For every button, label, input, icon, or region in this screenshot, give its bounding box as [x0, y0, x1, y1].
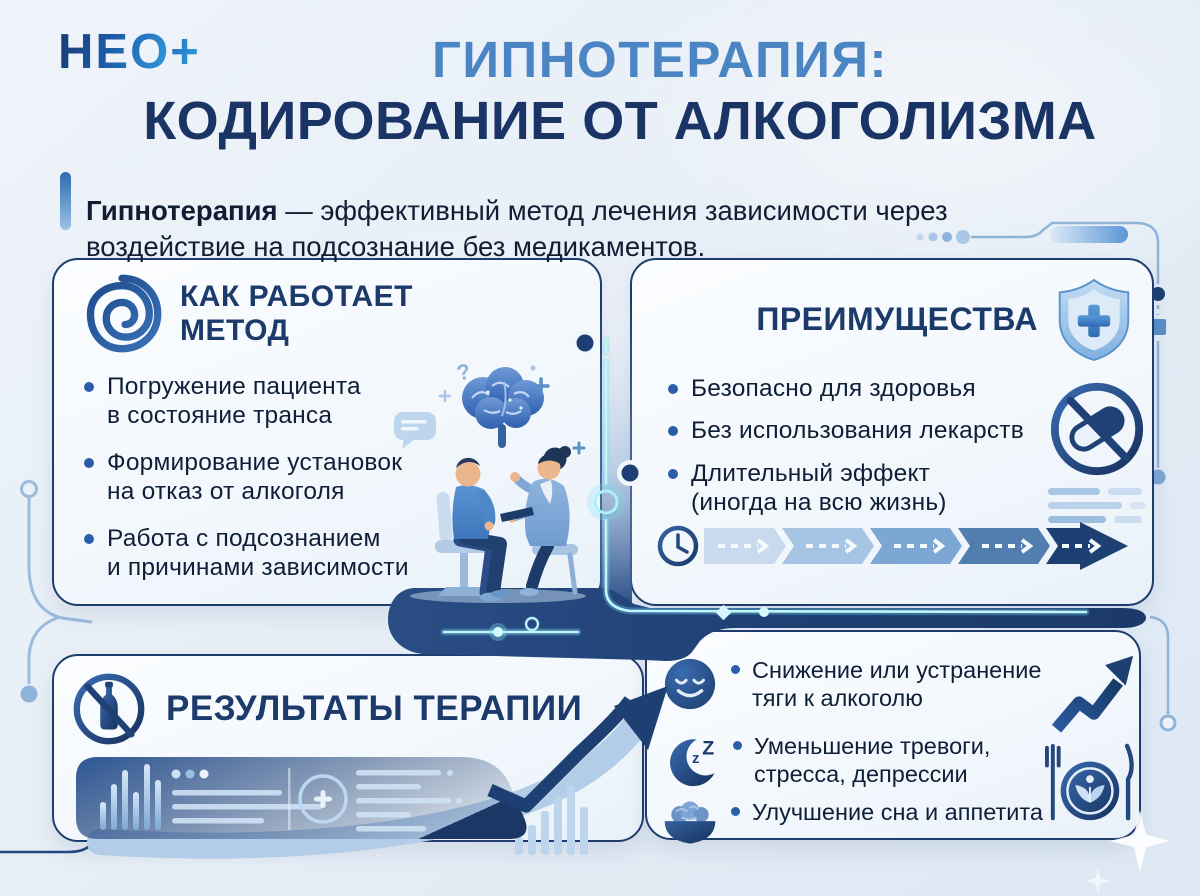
- list-item: Без использования лекарств: [668, 416, 1053, 445]
- advantages-card-title: ПРЕИМУЩЕСТВА: [756, 300, 1038, 337]
- left-circuit-ring: [20, 480, 38, 498]
- calm-face-icon: [664, 658, 716, 710]
- sleep-z-small: z: [692, 750, 700, 767]
- list-item: Безопасно для здоровья: [668, 374, 1053, 403]
- healthy-food-icon: [1045, 743, 1134, 821]
- page-title-line2: КОДИРОВАНИЕ ОТ АЛКОГОЛИЗМА: [143, 91, 1097, 151]
- bullet-dot: [731, 665, 740, 674]
- trend-up-icon: [1051, 655, 1134, 733]
- bullet-dot: [668, 384, 678, 394]
- sleep-z-big: Z: [702, 738, 714, 760]
- neo-plus-logo: НЕО+: [58, 24, 201, 80]
- no-pills-icon: [1050, 382, 1144, 476]
- advantages-bullet-list: Безопасно для здоровья Без использования…: [668, 374, 1053, 531]
- method-bullet-list: Погружение пациента в состояние транса Ф…: [84, 372, 454, 599]
- fork-icon: [1045, 743, 1061, 821]
- bullet-dot: [84, 533, 94, 544]
- list-item: Погружение пациента в состояние транса: [84, 372, 454, 431]
- results-card-title: РЕЗУЛЬТАТЫ ТЕРАПИИ: [166, 689, 583, 728]
- intro-rest: — эффективный метод лечения зависимости …: [86, 194, 948, 263]
- bullet-dot: [733, 741, 742, 750]
- page-title-line1: ГИПНОТЕРАПИЯ:: [431, 31, 889, 88]
- list-item: Снижение или устранение тяги к алкоголю: [661, 656, 1100, 712]
- knife-icon: [1124, 743, 1134, 821]
- intro-accent-bar: [60, 172, 71, 230]
- list-item: Формирование установок на отказ от алког…: [84, 448, 454, 507]
- top-right-pill-bar: [1050, 226, 1128, 243]
- bullet-dot: [731, 807, 740, 816]
- card-advantages: ПРЕИМУЩЕСТВА Безопасно для здоровья Без …: [630, 258, 1154, 606]
- bullet-dot: [84, 457, 94, 468]
- no-alcohol-icon: [73, 673, 145, 745]
- list-item: Работа с подсознанием и причинами зависи…: [84, 524, 454, 583]
- list-item: Улучшение сна и аппетита: [661, 798, 1100, 848]
- bullet-dot: [84, 382, 94, 392]
- left-circuit-dot: [20, 685, 38, 703]
- card-how-method-works: КАК РАБОТАЕТ МЕТОД Погружение пациента в…: [52, 258, 602, 606]
- bullet-dot: [668, 468, 678, 479]
- sleep-moon-icon: z Z: [670, 738, 715, 787]
- list-item: Длительный эффект (иногда на всю жизнь): [668, 459, 1053, 518]
- card-therapy-results: РЕЗУЛЬТАТЫ ТЕРАПИИ: [52, 654, 644, 842]
- logo-plus: +: [170, 25, 201, 79]
- list-item: z Z Уменьшение тревоги, стресса, депресс…: [661, 732, 1102, 792]
- appetite-bowl-icon: [664, 801, 716, 844]
- intro-paragraph: Гипнотерапия — эффективный метод лечения…: [86, 193, 1096, 266]
- logo-text: НЕО: [58, 25, 171, 79]
- bullet-dot: [668, 426, 678, 437]
- duration-timeline-arrow: [657, 522, 1128, 570]
- right-circuit-square: [1150, 319, 1166, 335]
- medical-shield-icon: [1058, 278, 1130, 361]
- right-circuit-node: [1151, 287, 1165, 301]
- hypnosis-spiral-icon: [86, 274, 162, 353]
- method-card-title: КАК РАБОТАЕТ МЕТОД: [180, 280, 413, 347]
- decorative-text-lines: [1048, 488, 1146, 523]
- card-benefits: Снижение или устранение тяги к алкоголю …: [645, 630, 1141, 844]
- intro-lead: Гипнотерапия: [86, 194, 278, 226]
